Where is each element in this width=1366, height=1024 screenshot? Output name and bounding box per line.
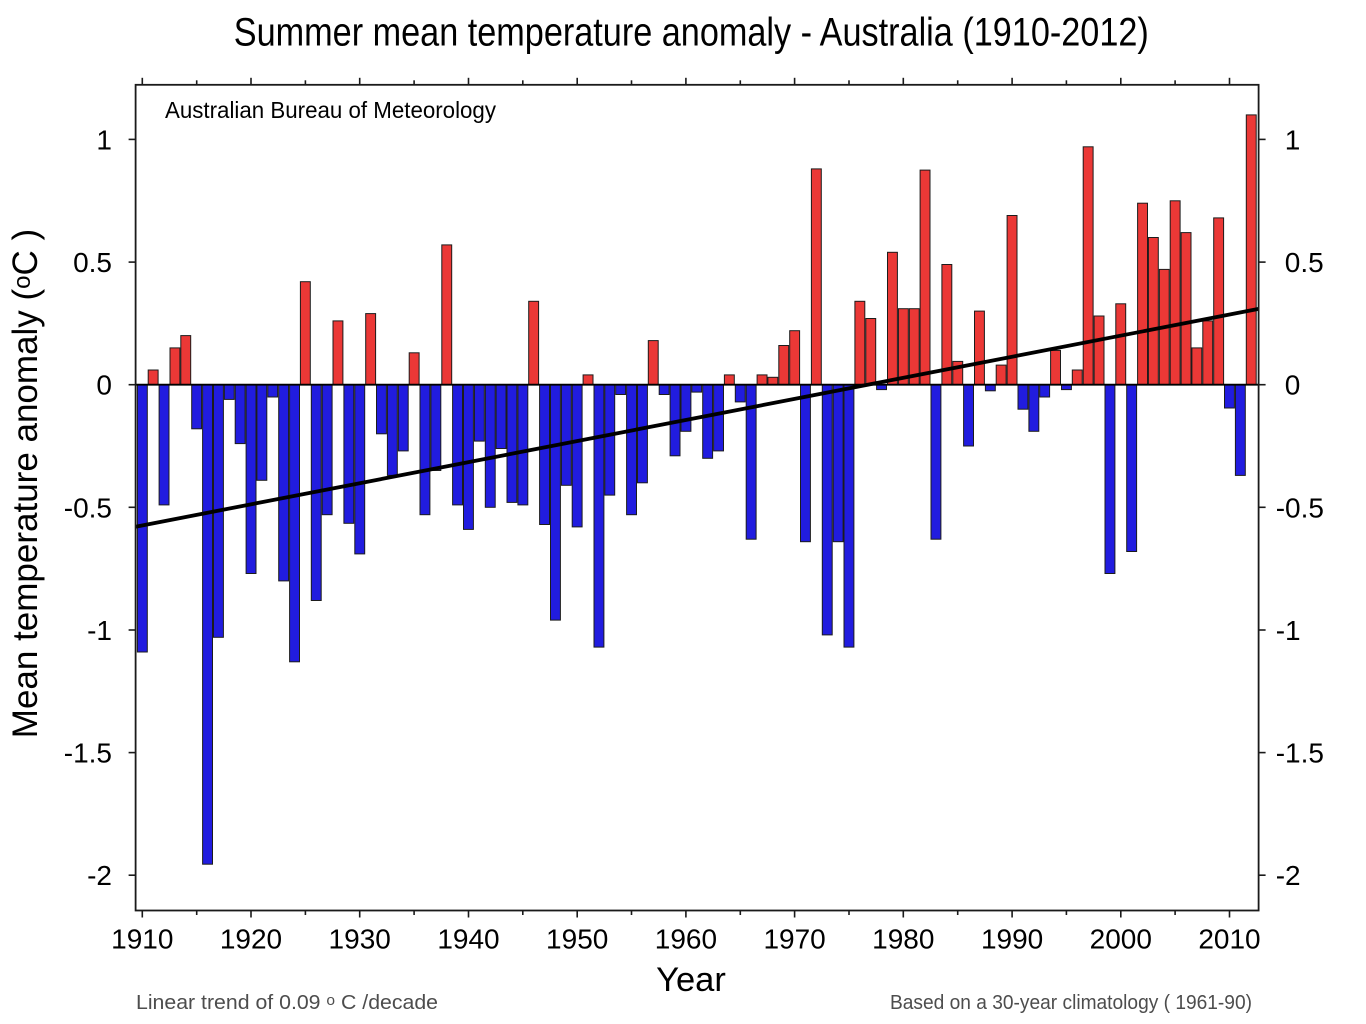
svg-text:0: 0 (1285, 370, 1301, 401)
svg-text:Summer mean temperature anomal: Summer mean temperature anomaly - Austra… (234, 11, 1149, 55)
svg-text:1910: 1910 (111, 924, 173, 955)
svg-text:1990: 1990 (981, 924, 1043, 955)
svg-text:Based on a 30-year climatology: Based on a 30-year climatology ( 1961-90… (890, 991, 1252, 1014)
svg-text:1940: 1940 (437, 924, 499, 955)
svg-text:-2: -2 (1276, 860, 1301, 891)
svg-text:1930: 1930 (329, 924, 391, 955)
svg-text:2010: 2010 (1198, 924, 1260, 955)
svg-text:2000: 2000 (1090, 924, 1152, 955)
svg-text:-1: -1 (1276, 615, 1301, 646)
svg-text:1970: 1970 (763, 924, 825, 955)
svg-text:0: 0 (96, 370, 112, 401)
svg-text:1920: 1920 (220, 924, 282, 955)
svg-text:-1: -1 (87, 615, 112, 646)
svg-text:Year: Year (656, 961, 726, 999)
svg-text:1: 1 (1285, 124, 1301, 155)
svg-text:0.5: 0.5 (1285, 247, 1324, 278)
svg-text:0.5: 0.5 (73, 247, 112, 278)
svg-text:Linear trend of 0.09 o C /: Linear trend of 0.09 o C /decade (136, 991, 438, 1014)
svg-text:1: 1 (96, 124, 112, 155)
svg-text:-0.5: -0.5 (64, 492, 112, 523)
svg-text:-0.5: -0.5 (1276, 492, 1324, 523)
svg-text:Mean temperature anomaly (oC ): Mean temperature anomaly (oC ) (6, 229, 45, 738)
svg-text:-1.5: -1.5 (1276, 738, 1324, 769)
svg-text:-1.5: -1.5 (64, 738, 112, 769)
svg-text:-2: -2 (87, 860, 112, 891)
svg-text:1980: 1980 (872, 924, 934, 955)
svg-text:1950: 1950 (546, 924, 608, 955)
svg-text:1960: 1960 (655, 924, 717, 955)
svg-text:Australian Bureau of Meteorolo: Australian Bureau of Meteorology (165, 97, 496, 123)
